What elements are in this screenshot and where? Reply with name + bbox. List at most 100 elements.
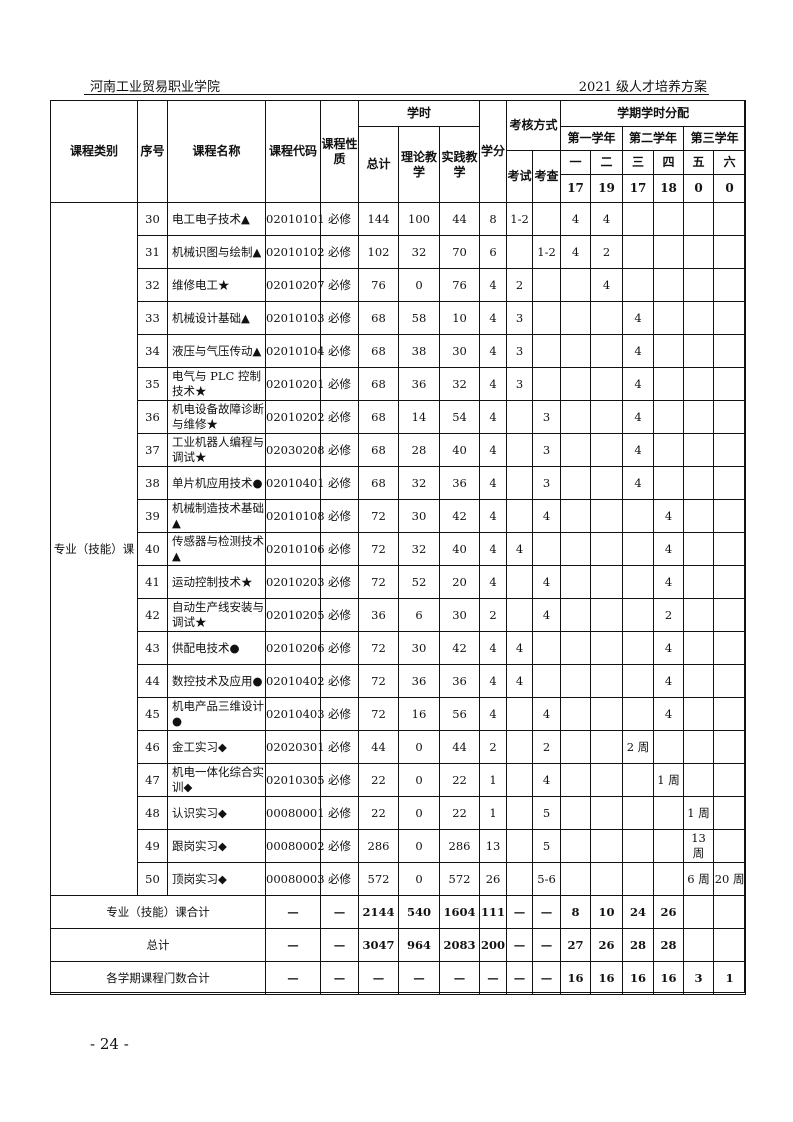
col-semester-weeks-5: 0: [683, 174, 715, 203]
semester-4-cell: [653, 796, 685, 830]
summary-value: 2083: [438, 928, 481, 962]
summary-row: 各学期课程门数合计 — — — — — — — —16 16 16 16 3 1: [50, 961, 747, 995]
semester-6-cell: [713, 202, 747, 236]
semester-5-cell: [683, 334, 715, 368]
check-cell: [532, 268, 562, 302]
summary-value: —: [265, 895, 321, 929]
credit-cell: 1: [479, 763, 508, 797]
nature-cell: 必修: [320, 664, 359, 698]
course-name-cell: 金工实习◆: [167, 730, 266, 764]
semester-5-cell: [683, 433, 715, 467]
credit-cell: 4: [479, 268, 508, 302]
summary-label: 总计: [50, 928, 266, 962]
theory-cell: 36: [398, 664, 440, 698]
summary-value: 540: [398, 895, 440, 929]
theory-cell: 28: [398, 433, 440, 467]
semester-4-cell: [653, 466, 685, 500]
theory-cell: 36: [398, 367, 440, 401]
semester-3-cell: 4: [622, 301, 655, 335]
summary-value: 3: [683, 961, 715, 995]
col-year-3: 第三学年: [683, 126, 747, 151]
summary-value: 26: [590, 928, 624, 962]
nature-cell: 必修: [320, 532, 359, 566]
credit-cell: 2: [479, 730, 508, 764]
code-cell: 02010106: [265, 532, 325, 566]
course-name-cell: 工业机器人编程与调试★: [167, 433, 266, 467]
nature-cell: 必修: [320, 565, 359, 599]
credit-cell: 8: [479, 202, 508, 236]
summary-value: 16: [622, 961, 655, 995]
semester-3-cell: [622, 796, 655, 830]
semester-2-cell: [590, 598, 624, 632]
semester-3-cell: [622, 631, 655, 665]
semester-3-cell: [622, 862, 655, 896]
credit-cell: 4: [479, 400, 508, 434]
semester-2-cell: [590, 697, 624, 731]
category-cell: 专业（技能）课: [50, 202, 138, 896]
practice-cell: 22: [438, 763, 481, 797]
semester-1-cell: [560, 730, 592, 764]
semester-6-cell: [713, 697, 747, 731]
summary-value: 16: [590, 961, 624, 995]
summary-value: 26: [653, 895, 685, 929]
theory-cell: 16: [398, 697, 440, 731]
course-name-cell: 单片机应用技术●: [167, 466, 266, 500]
theory-cell: 38: [398, 334, 440, 368]
code-cell: 02010401: [265, 466, 325, 500]
semester-3-cell: [622, 268, 655, 302]
semester-1-cell: [560, 565, 592, 599]
exam-cell: 3: [506, 367, 534, 401]
summary-value: 16: [653, 961, 685, 995]
semester-4-cell: [653, 433, 685, 467]
nature-cell: 必修: [320, 367, 359, 401]
semester-3-cell: [622, 664, 655, 698]
course-name-cell: 运动控制技术★: [167, 565, 266, 599]
summary-value: [713, 928, 747, 962]
theory-cell: 0: [398, 763, 440, 797]
exam-cell: [506, 763, 534, 797]
table-row: 41 运动控制技术★ 02010203 必修 72 52 20 4 4 4: [51, 565, 747, 599]
theory-cell: 30: [398, 499, 440, 533]
credit-cell: 2: [479, 598, 508, 632]
semester-5-cell: 6 周: [683, 862, 715, 896]
table-row: 43 供配电技术● 02010206 必修 72 30 42 4 4 4: [51, 631, 747, 665]
seq-cell: 46: [137, 730, 168, 764]
summary-value: —: [438, 961, 481, 995]
semester-2-cell: 4: [590, 202, 624, 236]
code-cell: 02010402: [265, 664, 325, 698]
semester-1-cell: [560, 598, 592, 632]
nature-cell: 必修: [320, 763, 359, 797]
exam-cell: [506, 400, 534, 434]
semester-4-cell: [653, 829, 685, 863]
theory-cell: 6: [398, 598, 440, 632]
check-cell: [532, 301, 562, 335]
semester-1-cell: [560, 862, 592, 896]
semester-5-cell: [683, 763, 715, 797]
check-cell: 4: [532, 598, 562, 632]
semester-4-cell: 2: [653, 598, 685, 632]
semester-1-cell: [560, 301, 592, 335]
credit-cell: 4: [479, 367, 508, 401]
summary-value: 16: [560, 961, 592, 995]
summary-value: [713, 895, 747, 929]
code-cell: 02010207: [265, 268, 325, 302]
theory-cell: 14: [398, 400, 440, 434]
theory-cell: 32: [398, 235, 440, 269]
semester-6-cell: [713, 499, 747, 533]
semester-2-cell: [590, 334, 624, 368]
check-cell: 5: [532, 796, 562, 830]
nature-cell: 必修: [320, 862, 359, 896]
practice-cell: 54: [438, 400, 481, 434]
exam-cell: 4: [506, 532, 534, 566]
summary-value: 200: [479, 928, 508, 962]
code-cell: 02010305: [265, 763, 325, 797]
table-row: 33 机械设计基础▲ 02010103 必修 68 58 10 4 3 4: [51, 301, 747, 335]
seq-cell: 50: [137, 862, 168, 896]
credit-cell: 6: [479, 235, 508, 269]
seq-cell: 36: [137, 400, 168, 434]
col-name: 课程名称: [167, 100, 266, 203]
practice-cell: 30: [438, 598, 481, 632]
check-cell: [532, 334, 562, 368]
semester-3-cell: [622, 565, 655, 599]
table-row: 42 自动生产线安装与调试★ 02010205 必修 36 6 30 2 4 2: [51, 598, 747, 632]
